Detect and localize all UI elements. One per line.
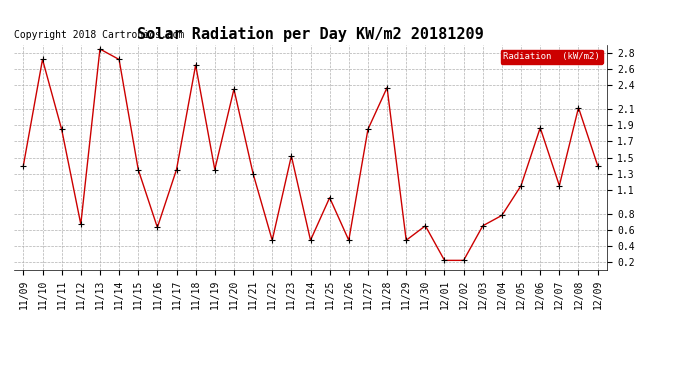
Text: Copyright 2018 Cartronics.com: Copyright 2018 Cartronics.com [14,30,184,40]
Title: Solar Radiation per Day KW/m2 20181209: Solar Radiation per Day KW/m2 20181209 [137,27,484,42]
Legend: Radiation  (kW/m2): Radiation (kW/m2) [500,50,602,64]
